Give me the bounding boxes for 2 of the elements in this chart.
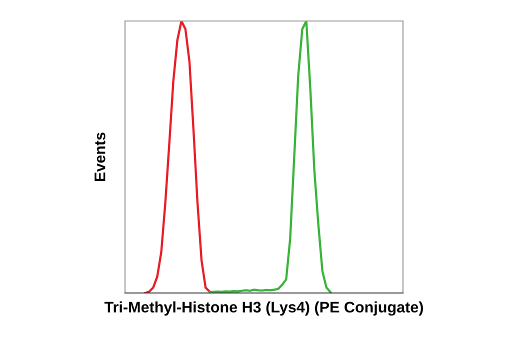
- x-axis-title: Tri-Methyl-Histone H3 (Lys4) (PE Conjugate): [104, 301, 423, 316]
- y-axis-title: Events: [94, 132, 106, 182]
